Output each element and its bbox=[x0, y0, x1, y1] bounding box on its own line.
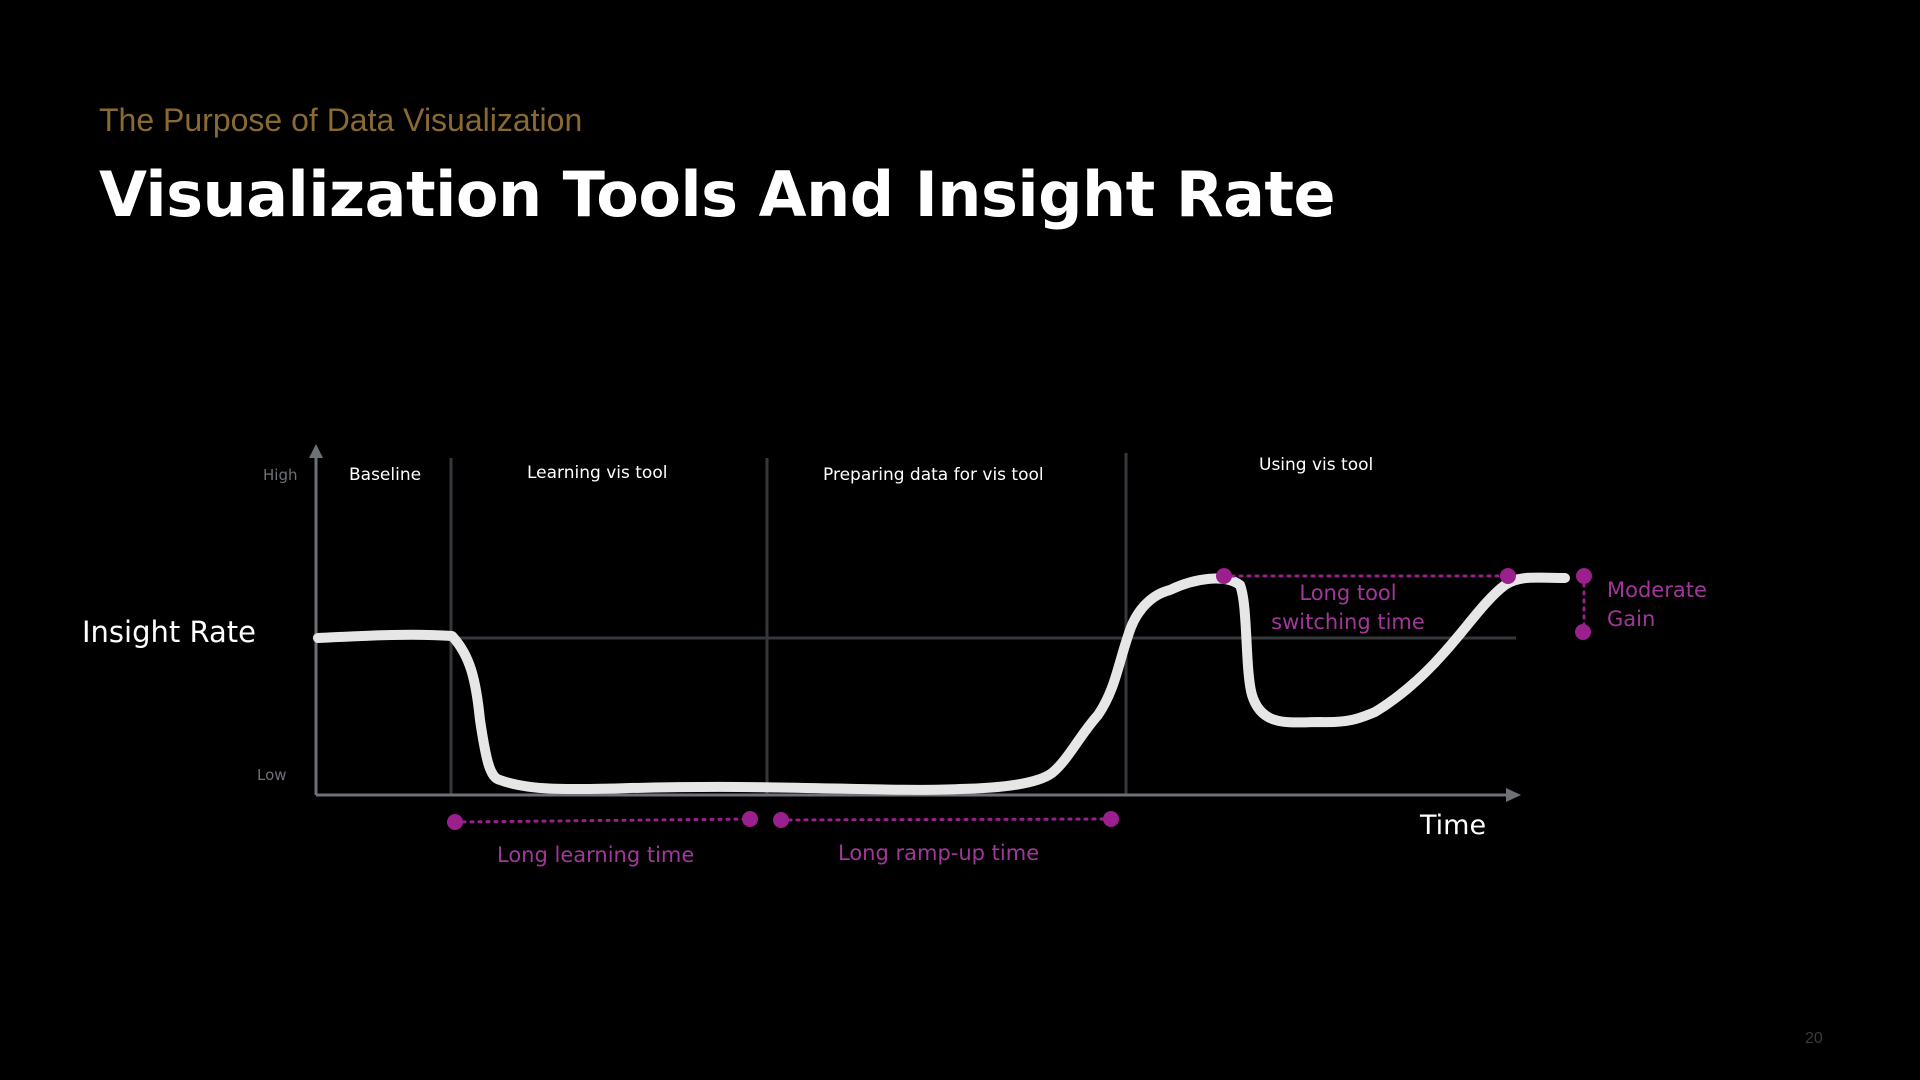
learning-time-span bbox=[453, 817, 752, 824]
page-number: 20 bbox=[1805, 1030, 1823, 1047]
rampup-time-end-dot bbox=[1103, 811, 1119, 827]
switching-time-label-line2: switching time bbox=[1271, 610, 1425, 634]
rampup-time-span bbox=[779, 817, 1113, 822]
switching-time-label-line1: Long tool bbox=[1299, 581, 1396, 605]
phase-label-preparing: Preparing data for vis tool bbox=[823, 465, 1044, 485]
section-subtitle: The Purpose of Data Visualization bbox=[99, 102, 583, 138]
switching-time-start-dot bbox=[1216, 568, 1232, 584]
x-axis-arrow-icon bbox=[1506, 788, 1521, 802]
learning-time-end-dot bbox=[742, 811, 758, 827]
learning-time-start-dot bbox=[447, 814, 463, 830]
gain-label-line2: Gain bbox=[1607, 607, 1655, 631]
gain-top-dot bbox=[1576, 568, 1592, 584]
phase-label-baseline: Baseline bbox=[349, 465, 421, 485]
slide-title: Visualization Tools And Insight Rate bbox=[99, 158, 1336, 231]
y-axis-arrow-icon bbox=[309, 444, 323, 458]
learning-time-label: Long learning time bbox=[497, 843, 694, 867]
y-axis-low-label: Low bbox=[257, 766, 287, 784]
insight-rate-curve bbox=[313, 572, 1570, 795]
gain-label-line1: Moderate bbox=[1607, 578, 1707, 602]
rampup-time-label: Long ramp-up time bbox=[838, 841, 1039, 865]
rampup-time-start-dot bbox=[773, 812, 789, 828]
gain-bottom-dot bbox=[1575, 624, 1591, 640]
y-axis-title: Insight Rate bbox=[82, 615, 256, 649]
y-axis-high-label: High bbox=[263, 466, 297, 484]
switching-time-end-dot bbox=[1500, 568, 1516, 584]
x-axis-title: Time bbox=[1419, 810, 1486, 841]
phase-label-using: Using vis tool bbox=[1259, 455, 1373, 475]
phase-label-learning: Learning vis tool bbox=[527, 463, 667, 483]
